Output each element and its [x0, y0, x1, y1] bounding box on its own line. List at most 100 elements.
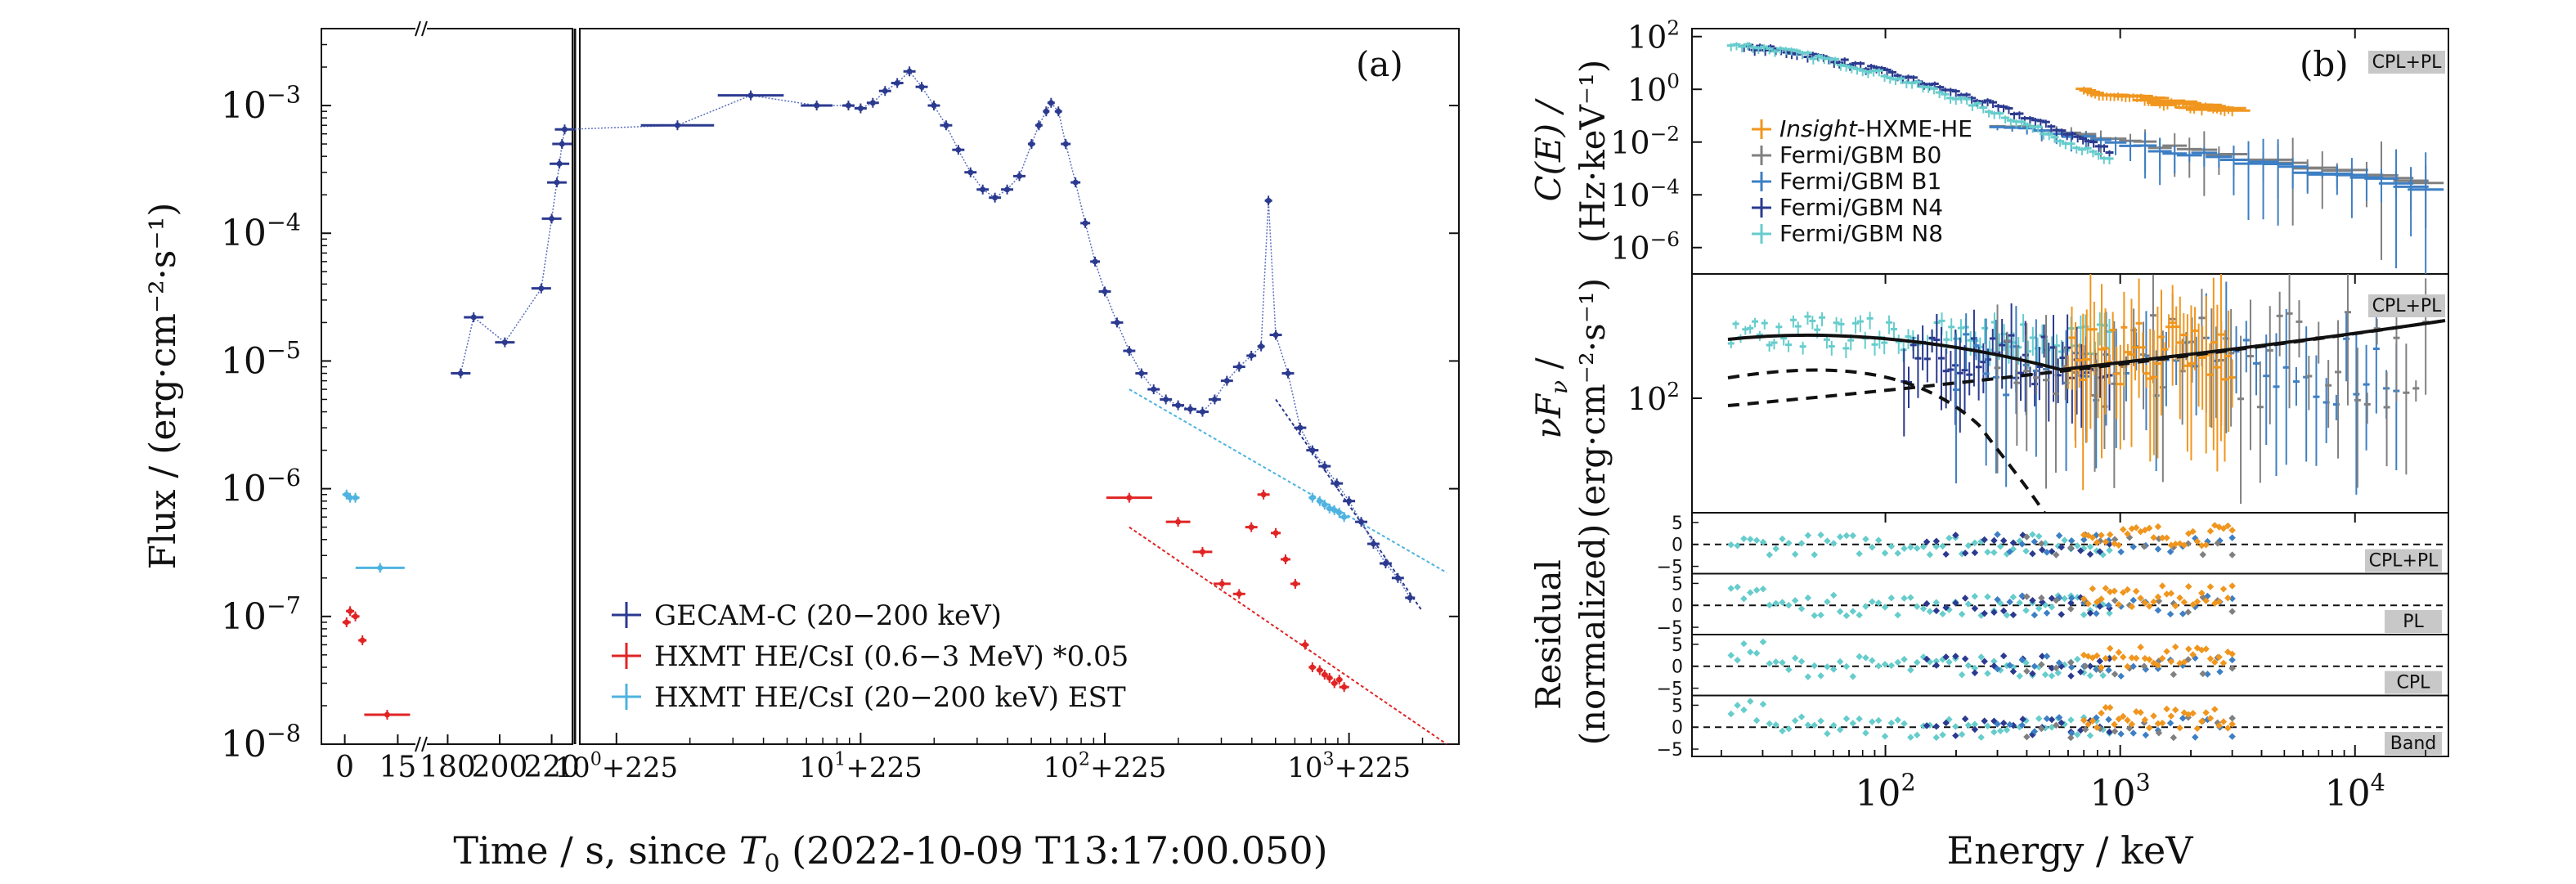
residual-point — [2098, 532, 2105, 539]
residual-point — [1869, 598, 1876, 606]
panel-a: 10−8 10−7 10−6 10−5 10−4 10−3 0 15 180200220100… — [142, 20, 1460, 878]
residual-point — [2180, 541, 2188, 549]
data-point — [384, 711, 390, 718]
data-point — [1151, 386, 1157, 393]
residual-point — [2105, 601, 2112, 609]
residual-point — [1958, 610, 1966, 618]
residual-tick-label: −5 — [1657, 618, 1683, 639]
residual-point — [1740, 595, 1748, 603]
residual-point — [2202, 709, 2210, 716]
x-tick-label: 15 — [379, 751, 416, 784]
residual-point — [2067, 658, 2075, 666]
mid-y-tick-label: 102 — [1627, 378, 1680, 417]
residual-point — [1971, 549, 1979, 557]
residual-point — [2098, 595, 2105, 603]
residual-point — [2145, 603, 2153, 610]
top-y-tick-label: 10−2 — [1610, 122, 1680, 161]
residual-point — [2198, 717, 2206, 725]
residual-point — [2111, 597, 2119, 604]
data-point — [955, 146, 962, 153]
residual-point — [2106, 609, 2113, 617]
top-y-tick-label: 10−4 — [1610, 174, 1680, 213]
residual-point — [2106, 704, 2114, 711]
data-point — [556, 160, 563, 167]
residual-point — [2172, 602, 2179, 610]
residual-point — [2224, 595, 2232, 602]
residual-point — [1945, 534, 1953, 542]
data-point — [1175, 402, 1182, 409]
x-tick-label: 200 — [472, 751, 528, 784]
residual-point — [2124, 530, 2131, 538]
panel-b-ticks: 102 100 10−2 10−4 10−6 102 102 103 104 — [1610, 16, 2426, 814]
data-point — [857, 105, 864, 112]
legend-label: Fermi/GBM N4 — [1779, 194, 1943, 221]
data-point — [1218, 581, 1225, 587]
top-y-tick-label: 10−6 — [1610, 227, 1680, 267]
legend-label: HXMT HE/CsI (0.6−3 MeV) *0.05 — [654, 640, 1129, 673]
residual-point — [1849, 673, 1857, 680]
residual-model-tag: Band — [2390, 734, 2436, 754]
residual-point — [2141, 716, 2149, 724]
residual-point — [2115, 541, 2123, 549]
residual-point — [1836, 608, 1844, 616]
data-point — [352, 613, 359, 620]
residual-point — [2115, 648, 2123, 657]
residual-point — [1999, 536, 2008, 545]
residual-point — [1984, 670, 1991, 677]
residual-point — [2067, 716, 2075, 724]
residual-point — [2018, 656, 2026, 664]
residual-point — [2055, 659, 2063, 666]
residual-point — [2058, 719, 2065, 727]
data-point — [1309, 495, 1316, 501]
y-tick-label: 10−7 — [221, 591, 301, 637]
residual-point — [2179, 610, 2187, 617]
legend-label: Fermi/GBM B1 — [1779, 168, 1941, 195]
residual-point — [1961, 550, 1969, 557]
residual-point — [2018, 541, 2026, 548]
residual-point — [2172, 643, 2179, 651]
data-point — [538, 285, 545, 292]
residual-point — [1856, 550, 1863, 558]
data-point — [1322, 671, 1328, 678]
data-point — [352, 495, 359, 501]
residual-point — [2054, 669, 2062, 677]
residual-point — [2132, 654, 2140, 662]
residual-point — [1772, 658, 1779, 666]
residual-point — [1932, 607, 1941, 615]
residual-point — [1785, 539, 1793, 547]
residual-point — [1999, 607, 2008, 615]
residual-point — [1785, 725, 1793, 733]
x-tick-label: 103 — [2090, 769, 2151, 814]
residual-point — [1759, 586, 1767, 593]
residual-point — [2031, 662, 2039, 671]
residual-point — [1971, 720, 1979, 728]
residual-point — [2074, 542, 2081, 550]
residual-point — [1824, 663, 1831, 671]
residual-point — [1913, 545, 1921, 552]
residual-point — [2035, 532, 2043, 541]
residual-point — [1907, 543, 1914, 551]
residual-point — [1817, 531, 1824, 539]
residual-point — [2098, 709, 2105, 717]
residual-point — [2228, 715, 2236, 722]
residual-point — [2128, 603, 2136, 611]
residual-point — [2029, 597, 2036, 604]
residual-tick-label: 0 — [1672, 536, 1683, 556]
residual-point — [1894, 658, 1901, 666]
panel-a-series — [342, 66, 1416, 720]
residual-point — [1772, 721, 1779, 729]
residual-point — [2192, 734, 2199, 741]
data-point — [1062, 141, 1069, 147]
residual-point — [1779, 727, 1786, 735]
residual-point — [1849, 720, 1857, 727]
counts-series-2 — [1989, 125, 2444, 274]
x-log-tick-label: 103+225 — [1287, 749, 1411, 784]
residual-point — [1869, 544, 1876, 551]
residual-point — [2053, 664, 2060, 672]
residual-point — [2150, 598, 2157, 606]
residual-point — [1996, 542, 2004, 550]
data-point — [906, 68, 913, 74]
residual-point — [1894, 611, 1901, 619]
data-point — [1138, 370, 1145, 377]
